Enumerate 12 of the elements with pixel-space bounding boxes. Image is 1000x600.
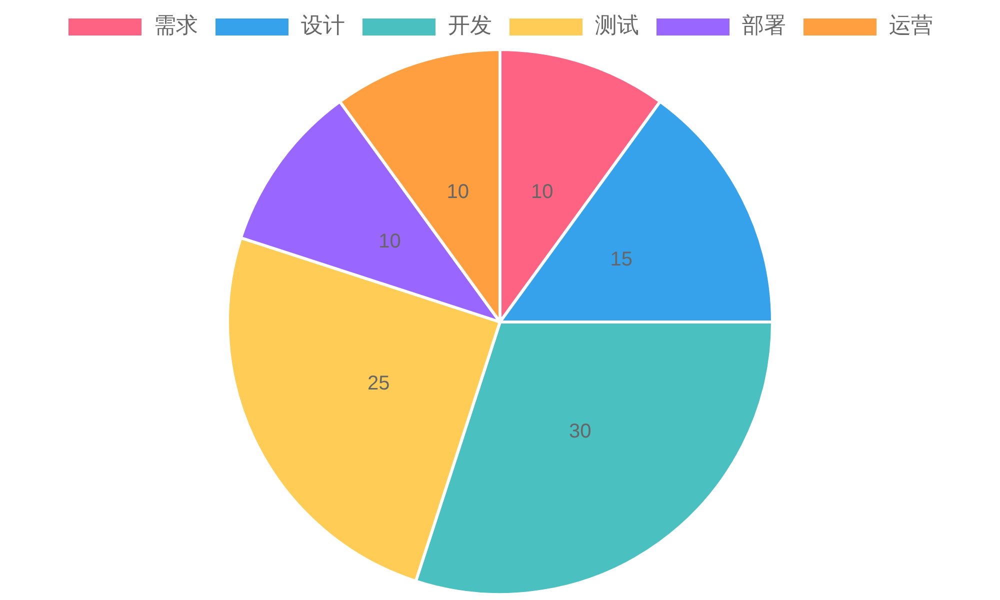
legend-label: 测试 [595, 14, 639, 39]
legend-label: 运营 [889, 14, 933, 39]
data-label: 25 [367, 372, 390, 394]
legend-label: 开发 [448, 14, 492, 39]
data-label: 15 [610, 248, 633, 271]
data-label: 10 [530, 180, 554, 203]
data-label: 10 [446, 180, 470, 203]
data-label: 30 [568, 420, 592, 443]
legend-label: 设计 [301, 14, 345, 39]
legend-label: 需求 [154, 14, 198, 39]
data-label: 10 [378, 230, 401, 252]
legend-label: 部署 [742, 14, 786, 39]
